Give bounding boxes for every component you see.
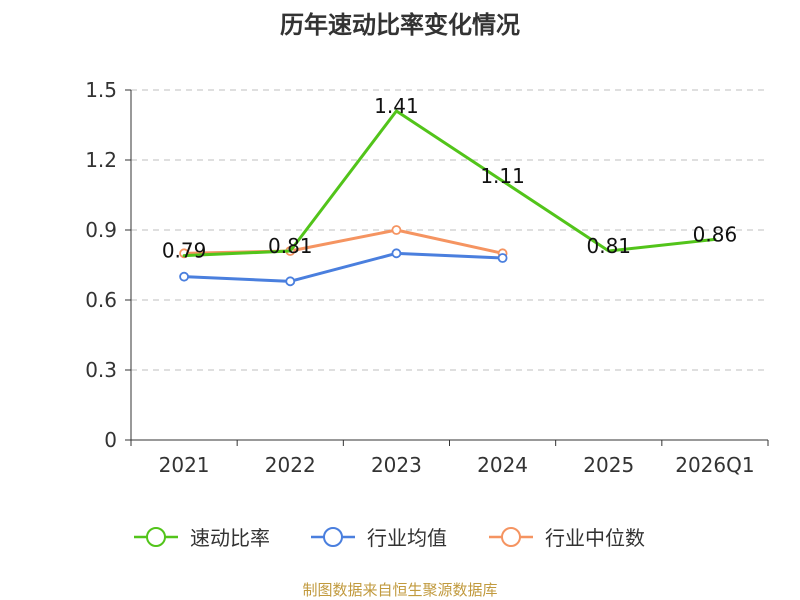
x-tick-label: 2024 <box>477 453 528 477</box>
legend-item[interactable]: 速动比率 <box>134 526 270 550</box>
y-tick-label: 0 <box>104 428 117 452</box>
series-line <box>182 251 505 283</box>
data-point <box>497 253 508 263</box>
data-point <box>391 248 402 259</box>
data-label: 0.81 <box>586 234 631 258</box>
data-label: 0.81 <box>268 234 313 258</box>
grid-layer <box>131 89 768 371</box>
data-label-layer: 0.79 0.81 1.41 1.11 0.81 0.86 <box>162 94 737 263</box>
x-tick-label: 2025 <box>583 453 634 477</box>
series-line <box>182 228 505 255</box>
legend-label: 速动比率 <box>190 526 270 550</box>
chart-title: 历年速动比率变化情况 <box>280 11 520 39</box>
data-label: 1.41 <box>374 94 419 118</box>
series-layer <box>179 109 717 287</box>
legend-marker-icon <box>323 527 343 547</box>
data-label: 0.86 <box>693 222 738 246</box>
legend: 速动比率 行业均值 行业中位数 <box>134 526 645 550</box>
series-line <box>182 109 717 258</box>
legend-marker-icon <box>146 527 166 547</box>
legend-label: 行业中位数 <box>545 526 645 550</box>
data-point <box>391 225 402 235</box>
legend-item[interactable]: 行业均值 <box>311 526 447 550</box>
legend-label: 行业均值 <box>367 526 447 550</box>
y-tick-label: 0.3 <box>85 358 117 382</box>
x-tick-label: 2026Q1 <box>675 453 754 477</box>
axis-layer: 0 0.3 0.6 0.9 1.2 1.5 2021 2022 2023 2024 2025 2026… <box>85 78 769 477</box>
data-point <box>285 276 296 287</box>
data-label: 0.79 <box>162 239 207 263</box>
data-label: 1.11 <box>480 164 525 188</box>
source-label: 制图数据来自恒生聚源数据库 <box>302 581 497 599</box>
y-tick-label: 1.5 <box>85 78 117 102</box>
x-tick-label: 2022 <box>265 453 316 477</box>
y-tick-label: 1.2 <box>85 148 117 172</box>
data-point <box>179 271 189 282</box>
legend-item[interactable]: 行业中位数 <box>489 526 645 550</box>
x-tick-label: 2021 <box>159 453 210 477</box>
y-tick-label: 0.6 <box>85 288 117 312</box>
x-tick-label: 2023 <box>371 453 422 477</box>
legend-marker-icon <box>501 527 521 547</box>
y-tick-label: 0.9 <box>85 218 117 242</box>
